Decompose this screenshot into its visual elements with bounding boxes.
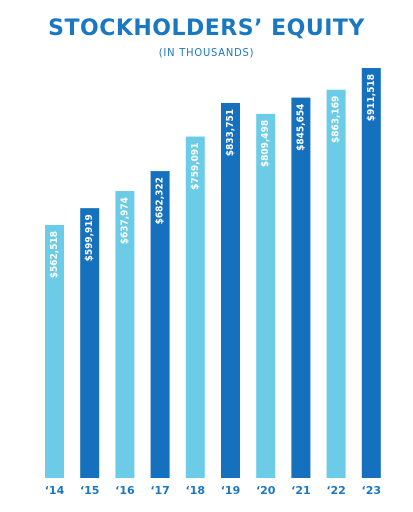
x-tick-label-5: ‘18 <box>186 484 206 497</box>
bar-6 <box>221 102 240 479</box>
x-tick-label-6: ‘19 <box>221 484 241 497</box>
x-tick-label-7: ‘20 <box>256 484 276 497</box>
bar-value-label-2: $599,919 <box>84 214 95 261</box>
bar-value-label-3: $637,974 <box>119 197 130 244</box>
bar-value-label-4: $682,322 <box>155 177 166 224</box>
bar-5 <box>185 136 205 479</box>
x-tick-label-1: ‘14 <box>45 484 65 497</box>
x-tick-label-10: ‘23 <box>362 484 382 497</box>
bar-value-label-1: $562,518 <box>49 231 60 278</box>
bar-3 <box>115 191 135 478</box>
bar-value-label-5: $759,091 <box>190 143 201 190</box>
bar-2 <box>80 208 100 478</box>
bar-7 <box>256 113 276 479</box>
bar-8 <box>291 97 311 478</box>
bar-value-label-7: $809,498 <box>260 120 271 167</box>
bar-10 <box>361 68 381 478</box>
bar-value-label-9: $863,169 <box>331 96 342 143</box>
chart-subtitle: (IN THOUSANDS) <box>158 46 255 59</box>
bar-value-label-8: $845,654 <box>295 104 306 151</box>
chart-title: STOCKHOLDERS’ EQUITY <box>48 16 365 41</box>
bar-value-label-6: $833,751 <box>225 109 236 156</box>
x-tick-label-3: ‘16 <box>115 484 135 497</box>
bar-1 <box>45 224 64 478</box>
x-tick-label-8: ‘21 <box>291 484 311 497</box>
x-tick-label-2: ‘15 <box>80 484 100 497</box>
x-tick-label-9: ‘22 <box>326 484 346 497</box>
x-tick-label-4: ‘17 <box>150 484 170 497</box>
bar-9 <box>326 89 346 478</box>
bar-4 <box>150 171 170 478</box>
bar-value-label-10: $911,518 <box>366 74 377 121</box>
